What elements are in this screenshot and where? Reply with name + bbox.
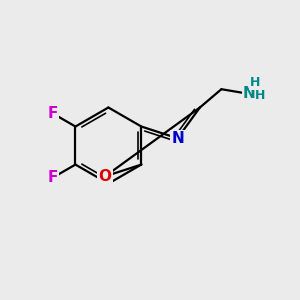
- Text: O: O: [99, 169, 112, 184]
- Text: N: N: [171, 131, 184, 146]
- Text: H: H: [249, 76, 260, 89]
- Text: N: N: [243, 86, 256, 101]
- Text: H: H: [255, 89, 266, 102]
- Text: F: F: [48, 106, 58, 121]
- Text: F: F: [48, 170, 58, 185]
